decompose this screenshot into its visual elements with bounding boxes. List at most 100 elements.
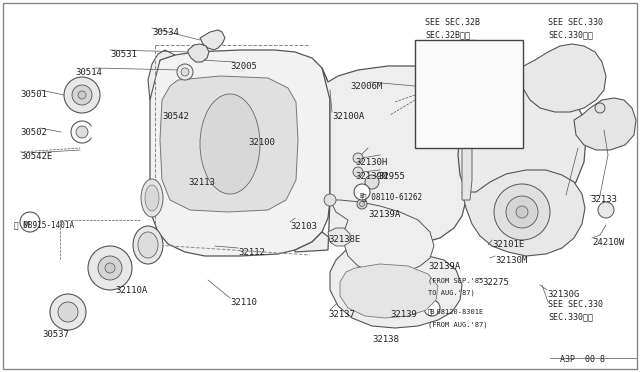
Text: 32275: 32275 [482, 278, 509, 287]
Text: 30534: 30534 [152, 28, 179, 37]
Text: 30501: 30501 [20, 90, 47, 99]
Circle shape [516, 206, 528, 218]
Text: A3P  00 8: A3P 00 8 [560, 355, 605, 364]
Text: 32130M: 32130M [495, 256, 527, 265]
Polygon shape [295, 66, 466, 252]
Circle shape [78, 91, 86, 99]
Text: B: B [360, 193, 364, 199]
Text: (FROM SEP.'85: (FROM SEP.'85 [428, 278, 483, 285]
Ellipse shape [141, 179, 163, 217]
Circle shape [387, 277, 403, 293]
Circle shape [595, 103, 605, 113]
Ellipse shape [463, 54, 477, 82]
Circle shape [64, 77, 100, 113]
Text: 30531: 30531 [110, 50, 137, 59]
Circle shape [424, 300, 440, 316]
Text: (FROM AUG.'87): (FROM AUG.'87) [428, 322, 488, 328]
Text: SEC.32B参照: SEC.32B参照 [425, 30, 470, 39]
Text: 32110: 32110 [230, 298, 257, 307]
Circle shape [494, 184, 550, 240]
Polygon shape [330, 248, 462, 328]
Ellipse shape [145, 185, 159, 211]
Circle shape [58, 302, 78, 322]
Text: SEC.330参照: SEC.330参照 [548, 312, 593, 321]
Text: 30542: 30542 [162, 112, 189, 121]
Text: 30537: 30537 [42, 330, 69, 339]
Ellipse shape [200, 94, 260, 194]
Text: 32133: 32133 [590, 195, 617, 204]
Polygon shape [520, 44, 606, 112]
Polygon shape [148, 50, 175, 100]
Text: 32139M: 32139M [355, 172, 387, 181]
Circle shape [374, 294, 390, 310]
Circle shape [353, 167, 363, 177]
Text: 24210W: 24210W [592, 238, 624, 247]
Circle shape [20, 212, 40, 232]
Polygon shape [150, 50, 330, 256]
Circle shape [354, 184, 370, 200]
Text: SEE SEC.330: SEE SEC.330 [548, 18, 603, 27]
Text: 30502: 30502 [20, 128, 47, 137]
Circle shape [177, 64, 193, 80]
Text: 32005: 32005 [230, 62, 257, 71]
Ellipse shape [133, 226, 163, 264]
Circle shape [181, 68, 189, 76]
Text: 32137: 32137 [328, 310, 355, 319]
Text: B: B [429, 309, 435, 315]
Circle shape [452, 64, 488, 100]
Text: 30542E: 30542E [20, 152, 52, 161]
Text: 32139A: 32139A [428, 262, 460, 271]
Text: 32100A: 32100A [332, 112, 364, 121]
Ellipse shape [138, 232, 158, 258]
Text: 32138: 32138 [372, 335, 399, 344]
Text: M: M [22, 221, 29, 231]
Circle shape [362, 280, 378, 296]
Text: 32113: 32113 [188, 178, 215, 187]
Circle shape [598, 202, 614, 218]
Polygon shape [462, 112, 472, 200]
Circle shape [400, 294, 416, 310]
Text: 32130H: 32130H [355, 158, 387, 167]
Circle shape [412, 280, 428, 296]
Circle shape [105, 263, 115, 273]
Circle shape [360, 202, 365, 206]
Polygon shape [188, 44, 209, 62]
Text: TO AUG.'87): TO AUG.'87) [428, 290, 475, 296]
Circle shape [76, 126, 88, 138]
Text: Ⓑ 08120-8301E: Ⓑ 08120-8301E [428, 308, 483, 315]
Polygon shape [340, 264, 438, 318]
Text: SEC.330参照: SEC.330参照 [548, 30, 593, 39]
Circle shape [365, 175, 379, 189]
Polygon shape [462, 170, 585, 256]
Polygon shape [574, 98, 636, 150]
Text: 32101E: 32101E [492, 240, 524, 249]
Circle shape [72, 85, 92, 105]
Text: 32110A: 32110A [115, 286, 147, 295]
Text: 32006M: 32006M [350, 82, 382, 91]
Circle shape [357, 199, 367, 209]
Circle shape [98, 256, 122, 280]
Text: 32130G: 32130G [547, 290, 579, 299]
Text: 32103: 32103 [290, 222, 317, 231]
Text: 32112: 32112 [238, 248, 265, 257]
Polygon shape [328, 228, 350, 246]
Bar [415, 40, 523, 148]
Circle shape [353, 153, 363, 163]
Text: 32100: 32100 [248, 138, 275, 147]
Polygon shape [458, 68, 586, 212]
Text: 32139: 32139 [390, 310, 417, 319]
Text: 32138E: 32138E [328, 235, 360, 244]
Text: Ⓜ 08915-1401A: Ⓜ 08915-1401A [14, 220, 74, 229]
Polygon shape [200, 30, 225, 50]
Polygon shape [160, 76, 298, 212]
Circle shape [460, 72, 480, 92]
Text: 32139A: 32139A [368, 210, 400, 219]
Circle shape [88, 246, 132, 290]
Circle shape [324, 194, 336, 206]
Circle shape [50, 294, 86, 330]
Text: Ⓑ 08110-61262: Ⓑ 08110-61262 [362, 192, 422, 201]
Text: SEE SEC.32B: SEE SEC.32B [425, 18, 480, 27]
Text: 32955: 32955 [378, 172, 405, 181]
Text: 30514: 30514 [75, 68, 102, 77]
Circle shape [506, 196, 538, 228]
